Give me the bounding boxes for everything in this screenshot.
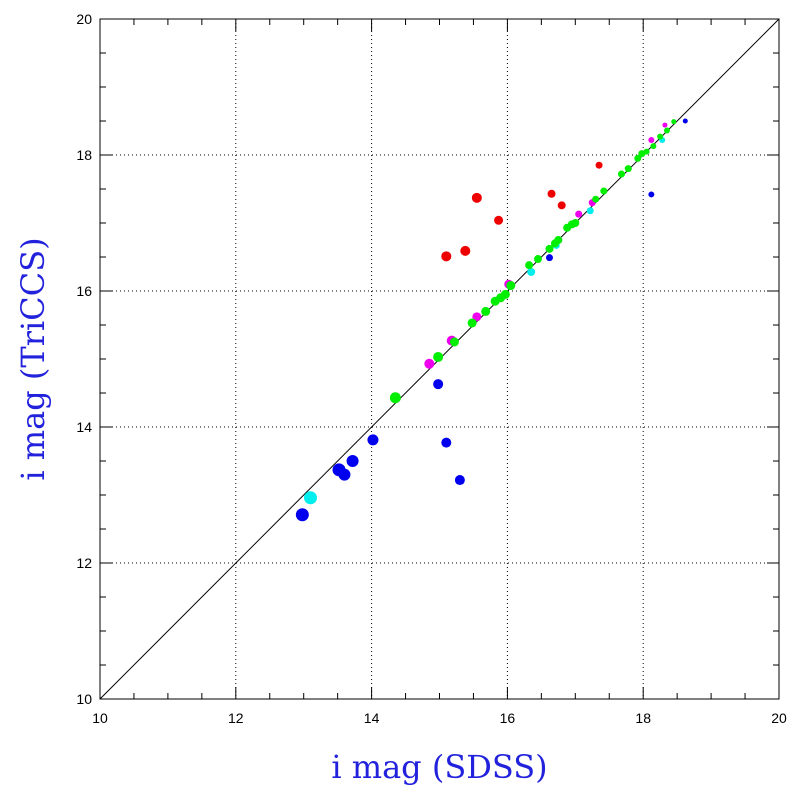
data-point [648, 191, 655, 198]
data-point [643, 148, 650, 155]
data-point [367, 434, 379, 446]
data-point [638, 150, 646, 158]
y-tick-label: 14 [76, 419, 92, 435]
data-point [545, 244, 554, 253]
data-point [662, 122, 668, 128]
data-point [346, 455, 359, 467]
data-point [624, 165, 632, 173]
data-points [295, 118, 688, 522]
data-point [533, 255, 542, 264]
data-point [617, 170, 625, 178]
data-point [295, 508, 309, 522]
data-point [575, 210, 583, 218]
data-point [650, 143, 657, 150]
data-point [494, 215, 504, 225]
data-point [657, 133, 664, 140]
data-point [471, 192, 482, 203]
x-axis-title: i mag (SDSS) [331, 748, 547, 786]
data-point [634, 154, 642, 162]
data-point [338, 468, 351, 481]
data-point [571, 219, 580, 227]
data-point [595, 161, 603, 169]
y-tick-label: 18 [76, 147, 92, 163]
data-point [467, 318, 477, 328]
data-point [592, 195, 600, 203]
data-point [433, 379, 444, 390]
data-point [682, 118, 688, 124]
y-tick-label: 10 [76, 691, 92, 707]
x-tick-label: 12 [228, 710, 244, 726]
y-axis-title: i mag (TriCCS) [14, 237, 52, 480]
data-point [600, 187, 608, 195]
x-tick-label: 16 [500, 710, 516, 726]
grid-lines [100, 19, 779, 699]
data-point [586, 207, 594, 215]
data-point [557, 201, 566, 210]
data-point [547, 189, 556, 198]
x-tick-label: 20 [771, 710, 787, 726]
data-point [500, 289, 510, 299]
data-point [433, 351, 444, 362]
data-point [481, 306, 491, 316]
x-tick-label: 14 [364, 710, 380, 726]
data-point [303, 491, 317, 505]
data-point [525, 261, 534, 270]
data-point [648, 137, 655, 144]
data-point [671, 119, 677, 125]
data-point [441, 437, 452, 448]
data-point [424, 358, 435, 369]
tick-labels: 10 12 14 16 18 20 10 12 14 16 18 20 [76, 11, 787, 726]
y-tick-label: 16 [76, 283, 92, 299]
data-point [472, 312, 482, 322]
data-point [663, 127, 670, 134]
y-tick-label: 12 [76, 555, 92, 571]
data-point [460, 245, 471, 256]
data-point [554, 236, 563, 244]
data-point [545, 254, 553, 262]
data-point [527, 267, 536, 276]
axis-ticks [99, 18, 780, 700]
data-point [506, 281, 516, 291]
data-point [441, 251, 452, 262]
x-tick-label: 10 [92, 710, 108, 726]
data-point [454, 475, 465, 486]
x-tick-label: 18 [635, 710, 651, 726]
y-tick-label: 20 [76, 11, 92, 27]
data-point [389, 392, 401, 404]
data-point [449, 337, 459, 347]
